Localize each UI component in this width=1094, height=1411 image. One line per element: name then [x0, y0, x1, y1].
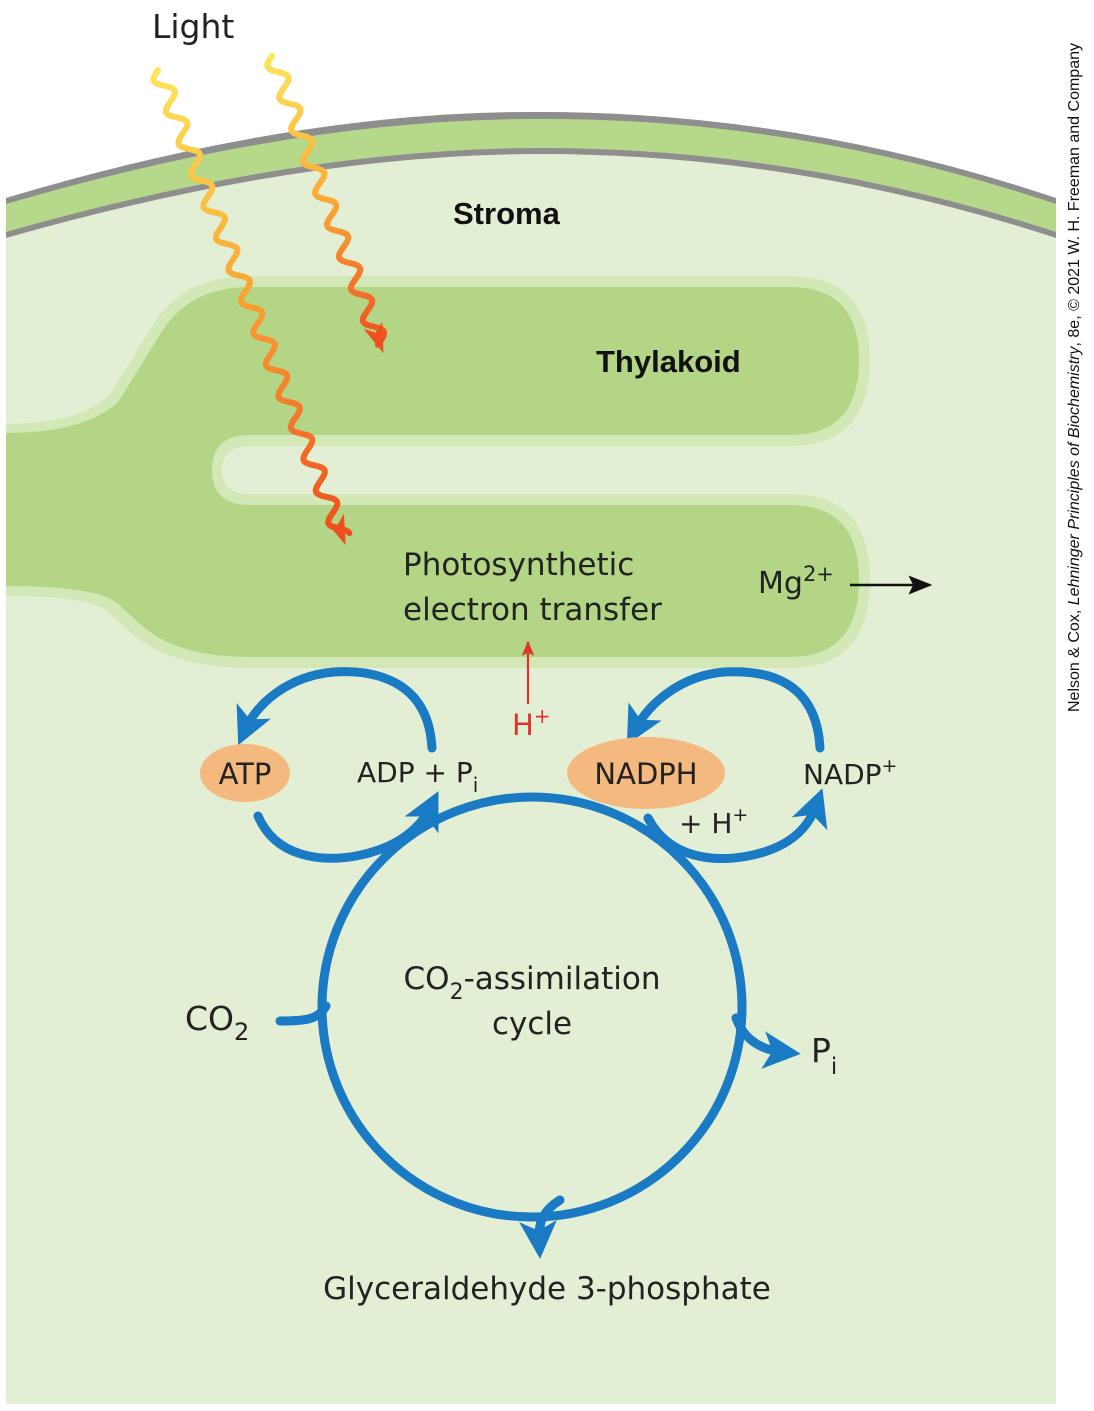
- copyright-credit: Nelson & Cox, Lehninger Principles of Bi…: [1066, 42, 1083, 712]
- magnesium-ion-label: Mg2+: [758, 562, 834, 601]
- phosphate-label: Pi: [811, 1031, 837, 1080]
- co2-entry-arrow: [275, 1001, 331, 1026]
- cycle-arrows: [236, 667, 828, 1259]
- light-wave-left-arrowhead-icon: [325, 513, 346, 546]
- nadph-badge: [567, 737, 725, 809]
- nadph-synthesis-arrow: [626, 667, 825, 753]
- cycle-label-line1: CO2-assimilation: [404, 961, 661, 1005]
- nadp-plus-label: NADP+: [803, 755, 897, 791]
- light-wave-right-arrowhead-icon: [363, 321, 384, 354]
- nadph-label: NADPH: [594, 757, 697, 791]
- light-label: Light: [152, 7, 234, 46]
- atp-badge: [200, 744, 290, 802]
- proton-label: H+: [512, 704, 551, 742]
- g3p-exit-arrow: [519, 1195, 565, 1259]
- light-wave-left-icon: [150, 67, 353, 537]
- cycle-label-line2: cycle: [492, 1006, 572, 1042]
- stroma-region: [6, 154, 1056, 1404]
- thylakoid-lumen: [6, 287, 859, 657]
- atp-label: ATP: [219, 757, 272, 791]
- co2-label: CO2: [185, 999, 249, 1046]
- thylakoid-label: Thylakoid: [596, 344, 741, 379]
- plus-proton-label: + H+: [679, 804, 748, 840]
- stroma-label: Stroma: [453, 196, 561, 231]
- electron-transfer-label-line1: Photosynthetic: [403, 547, 634, 583]
- adp-pi-label: ADP + Pi: [357, 756, 478, 797]
- phosphate-exit-arrow: [731, 1013, 801, 1069]
- electron-transfer-label-line2: electron transfer: [403, 592, 662, 628]
- thylakoid-membrane: [6, 276, 870, 668]
- atp-synthesis-arrow: [236, 667, 437, 753]
- light-wave-right-icon: [264, 53, 388, 348]
- light-rays-drawn: [150, 53, 388, 546]
- product-label: Glyceraldehyde 3-phosphate: [323, 1271, 771, 1307]
